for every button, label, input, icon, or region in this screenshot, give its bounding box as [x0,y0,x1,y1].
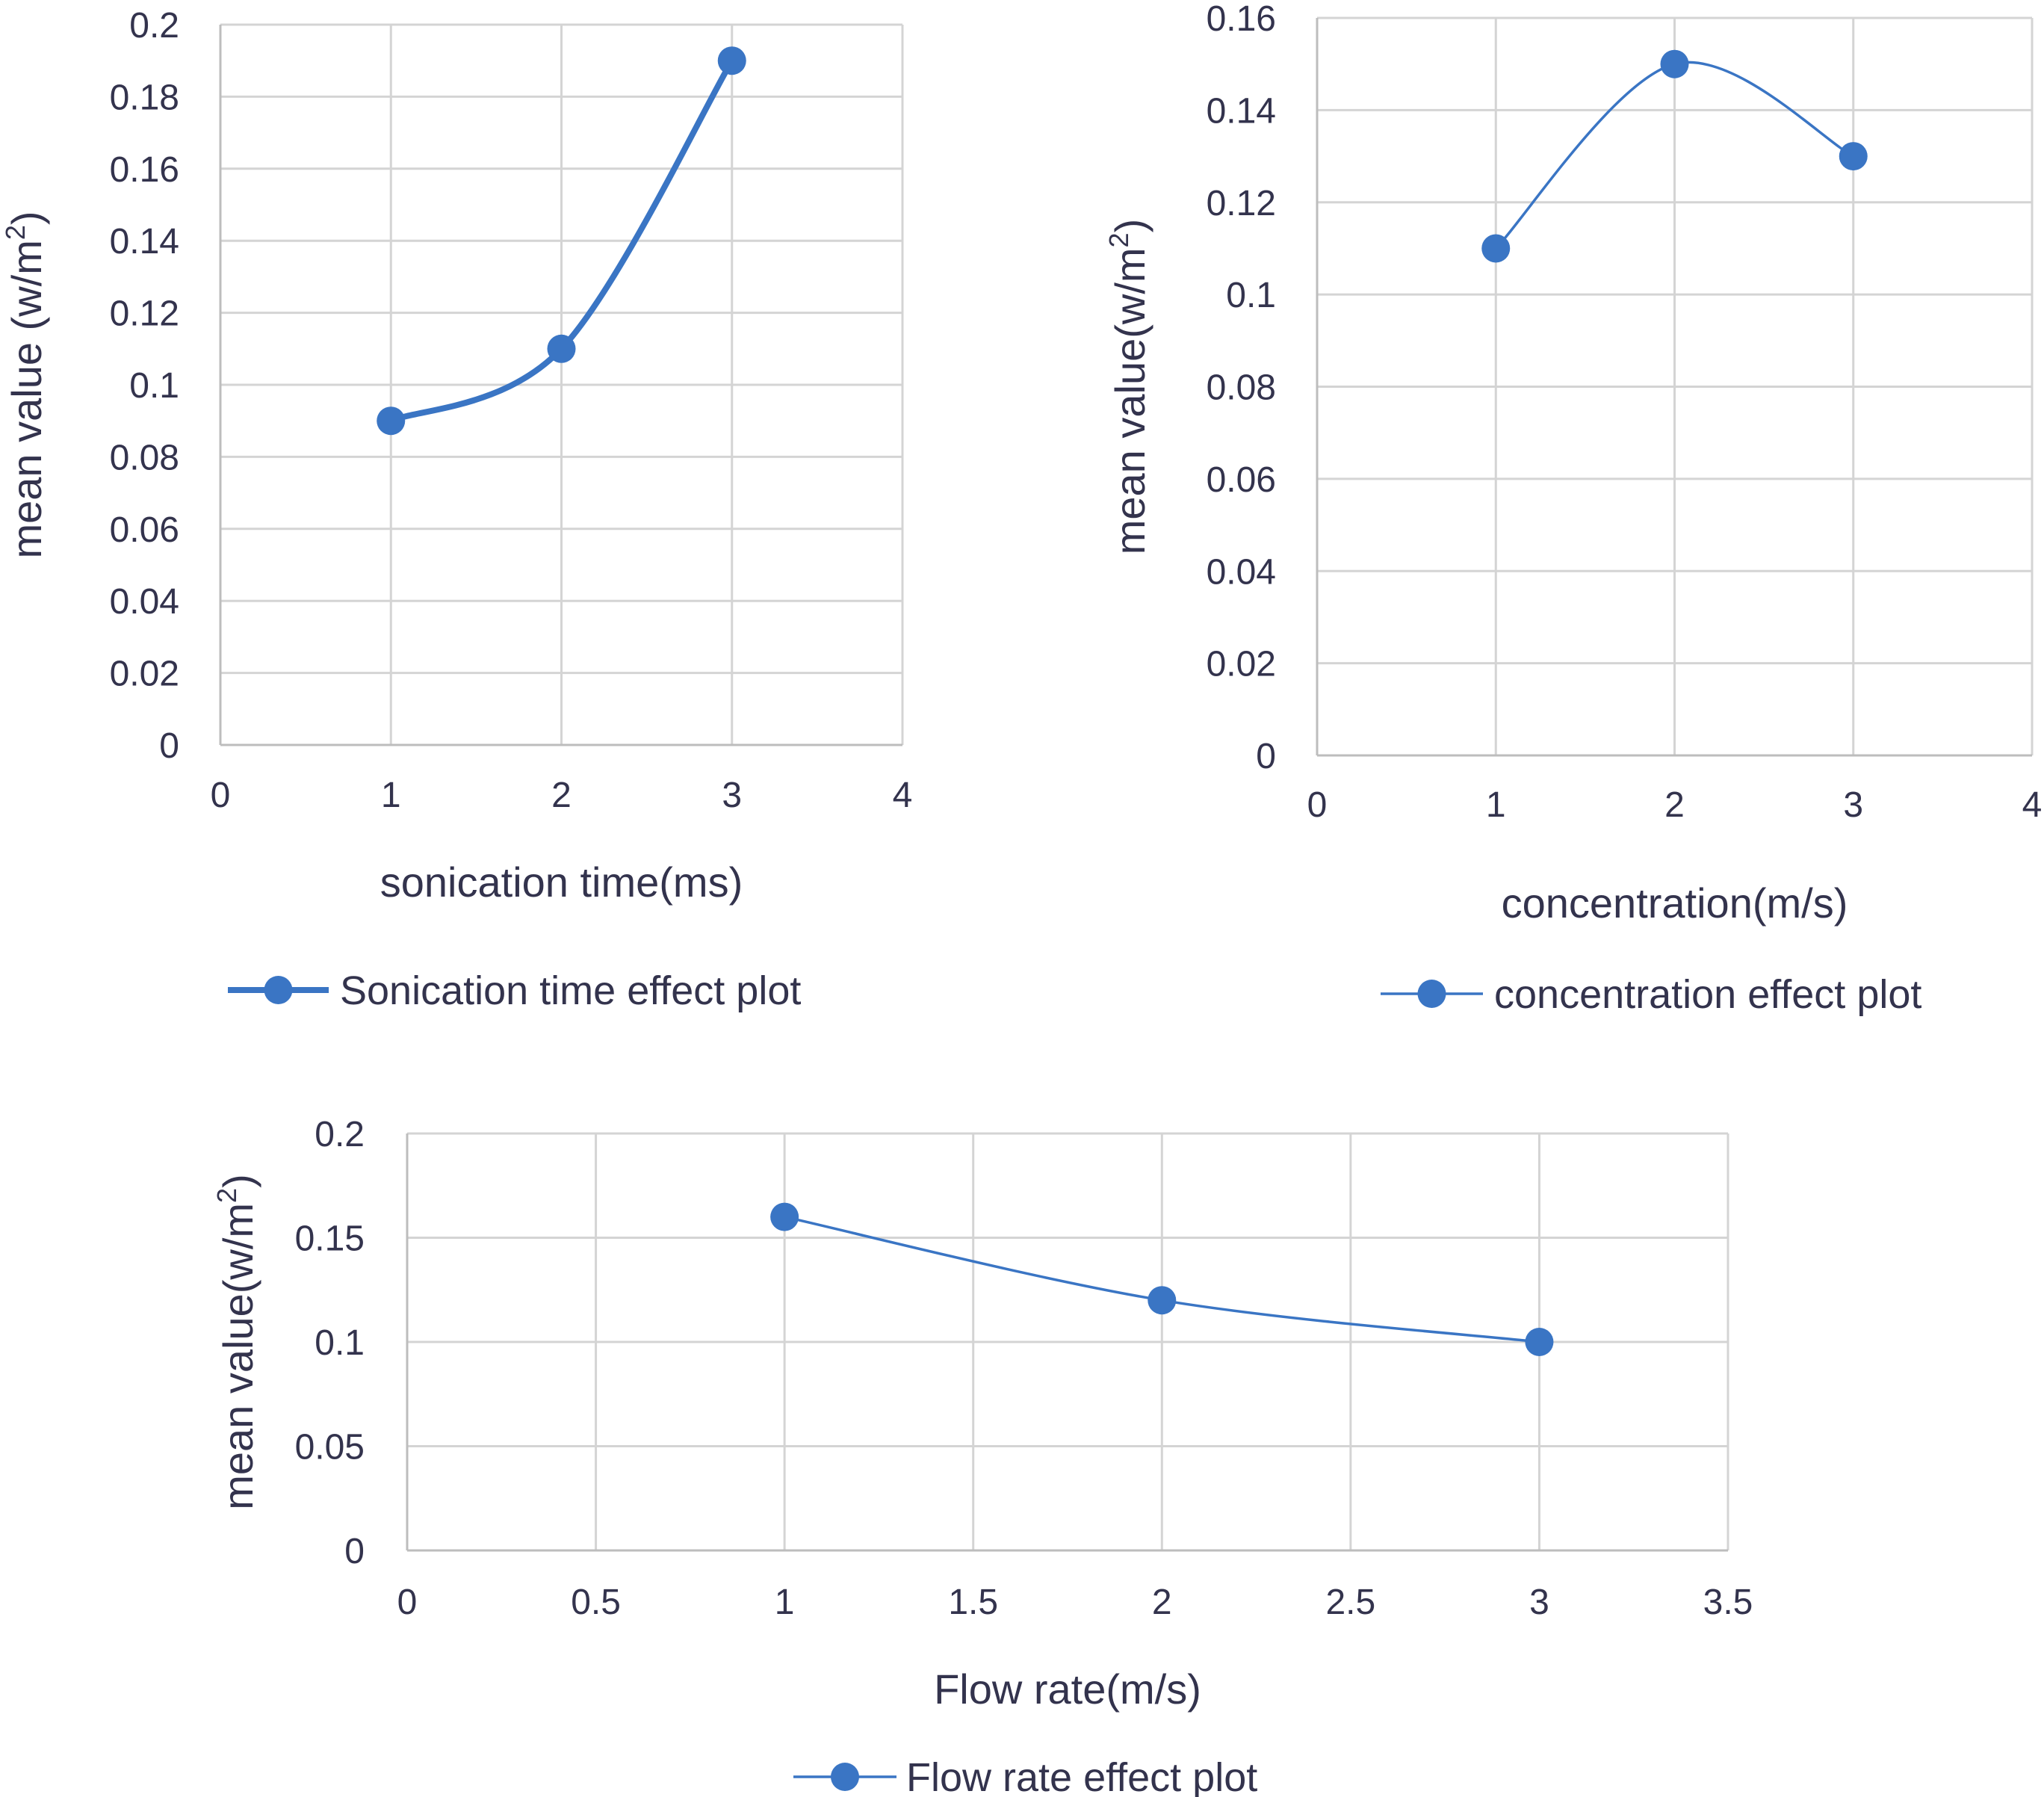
data-point [547,334,576,363]
legend-label: Flow rate effect plot [906,1755,1257,1797]
x-tick-label: 0 [211,776,231,815]
y-tick-label: 0.1 [1226,276,1276,315]
data-point [1525,1328,1554,1356]
y-axis-title-superscript: 2 [0,225,31,240]
y-axis-title: mean value(w/m2) [1103,219,1153,555]
y-tick-label: 0.08 [110,438,179,477]
x-tick-label: 4 [893,776,913,815]
legend: Flow rate effect plot [793,1755,1257,1797]
y-tick-label: 0.05 [295,1428,365,1467]
y-axis-title-main: mean value (w/m [3,240,50,558]
x-tick-label: 4 [2022,785,2043,825]
y-tick-label: 0.04 [1207,552,1276,592]
x-tick-label: 1 [381,776,401,815]
x-tick-label: 0 [1307,785,1328,825]
legend: concentration effect plot [1381,972,1921,1017]
chart-2: 0 1 2 3 4 0 0.02 0.04 0.06 0.08 0.1 0.12 0.14 0.16 con… [1103,0,2042,1017]
legend-marker-swatch [831,1763,859,1791]
legend: Sonication time effect plot [228,968,801,1013]
data-point [1839,142,1868,171]
y-axis-title-main: mean value(w/m [214,1203,261,1510]
x-tick-label: 1 [1486,785,1506,825]
y-tick-label: 0.08 [1207,368,1276,408]
y-tick-label: 0.06 [1207,460,1276,500]
y-tick-label: 0.06 [110,510,179,550]
data-point [770,1202,799,1231]
y-tick-label: 0.1 [129,366,179,406]
y-tick-label: 0.14 [110,222,179,262]
y-tick-label: 0.2 [315,1115,365,1154]
data-point [1660,49,1689,78]
legend-label: concentration effect plot [1494,972,1921,1017]
series-line [388,58,735,424]
legend-marker-swatch [264,976,293,1004]
data-point [717,46,746,75]
x-tick-label: 2 [551,776,572,815]
y-tick-label: 0.15 [295,1219,365,1259]
x-tick-label: 2.5 [1325,1583,1375,1622]
y-axis-title: mean value(w/m2) [211,1174,261,1510]
x-tick-label: 3 [1529,1583,1549,1622]
data-point [1148,1286,1177,1315]
y-axis-title-close: ) [214,1174,261,1188]
x-tick-label: 3 [1843,785,1863,825]
legend-marker-swatch [1417,980,1446,1008]
y-axis-title-superscript: 2 [1103,232,1134,247]
x-tick-label: 1.5 [948,1583,998,1622]
y-tick-label: 0.1 [315,1323,365,1363]
x-axis-title: sonication time(ms) [380,859,743,906]
chart-1: 0 1 2 3 4 0 0.02 0.04 0.06 0.08 0.1 0.12 0.14 0.16 0.1… [0,6,912,1013]
y-tick-label: 0 [159,726,179,766]
y-tick-label: 0.12 [110,294,179,334]
x-tick-label: 3 [722,776,742,815]
y-tick-label: 0 [344,1532,365,1571]
y-tick-label: 0.16 [1207,0,1276,39]
y-tick-label: 0 [1256,737,1276,776]
y-axis-title: mean value (w/m2) [0,211,50,558]
y-tick-label: 0.12 [1207,184,1276,223]
x-tick-label: 2 [1152,1583,1172,1622]
x-axis-title: concentration(m/s) [1502,879,1848,927]
y-tick-label: 0.16 [110,150,179,190]
x-tick-label: 1 [775,1583,795,1622]
y-tick-label: 0.14 [1207,91,1276,131]
legend-label: Sonication time effect plot [340,968,801,1013]
x-tick-label: 0 [397,1583,418,1622]
data-point [1481,234,1511,263]
x-axis-title: Flow rate(m/s) [934,1665,1201,1713]
x-tick-label: 2 [1664,785,1685,825]
y-axis-title-main: mean value(w/m [1106,247,1153,554]
chart-3: 0 0.5 1 1.5 2 2.5 3 3.5 0 0.05 0.1 0.15 0.2 Flow rate… [211,1115,1753,1797]
y-tick-label: 0.02 [110,655,179,694]
data-point [377,406,406,436]
x-tick-label: 3.5 [1703,1583,1753,1622]
y-axis-title-close: ) [3,211,50,225]
x-tick-label: 0.5 [571,1583,621,1622]
y-tick-label: 0.02 [1207,645,1276,684]
y-axis-title-close: ) [1106,219,1153,233]
y-tick-label: 0.2 [129,6,179,46]
y-axis-title-superscript: 2 [211,1188,242,1203]
y-tick-label: 0.18 [110,78,179,117]
y-tick-label: 0.04 [110,582,179,622]
